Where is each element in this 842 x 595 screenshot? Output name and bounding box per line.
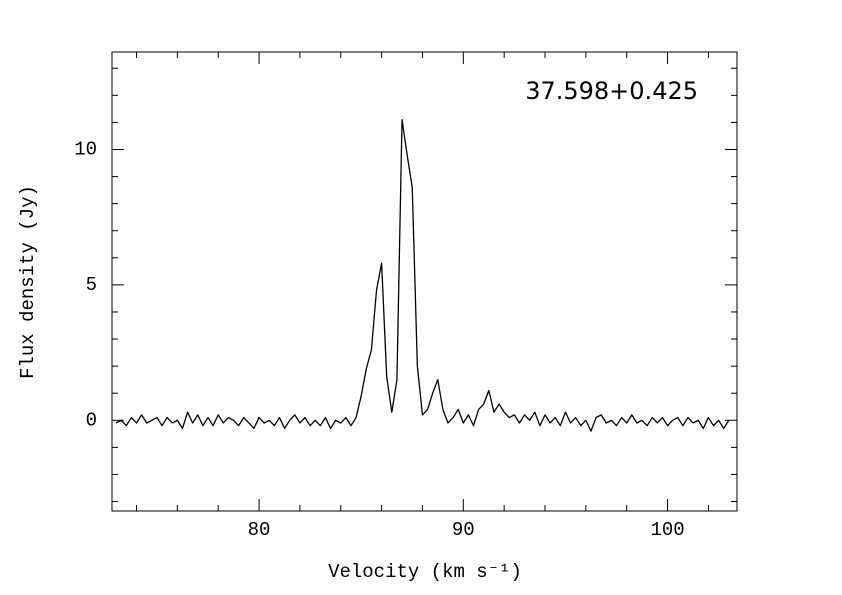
plot-frame <box>111 51 738 512</box>
y-axis-label: Flux density (Jy) <box>17 185 39 379</box>
spectrum-line <box>115 119 730 432</box>
y-tick-label: 0 <box>86 409 97 431</box>
y-tick-label: 10 <box>74 139 97 161</box>
y-tick-label: 5 <box>86 274 97 296</box>
chart-title: 37.598+0.425 <box>525 77 698 105</box>
x-axis-label: Velocity (km s⁻¹) <box>328 561 522 583</box>
x-tick-label: 80 <box>248 519 271 541</box>
x-tick-label: 90 <box>452 519 475 541</box>
x-tick-label: 100 <box>650 519 684 541</box>
